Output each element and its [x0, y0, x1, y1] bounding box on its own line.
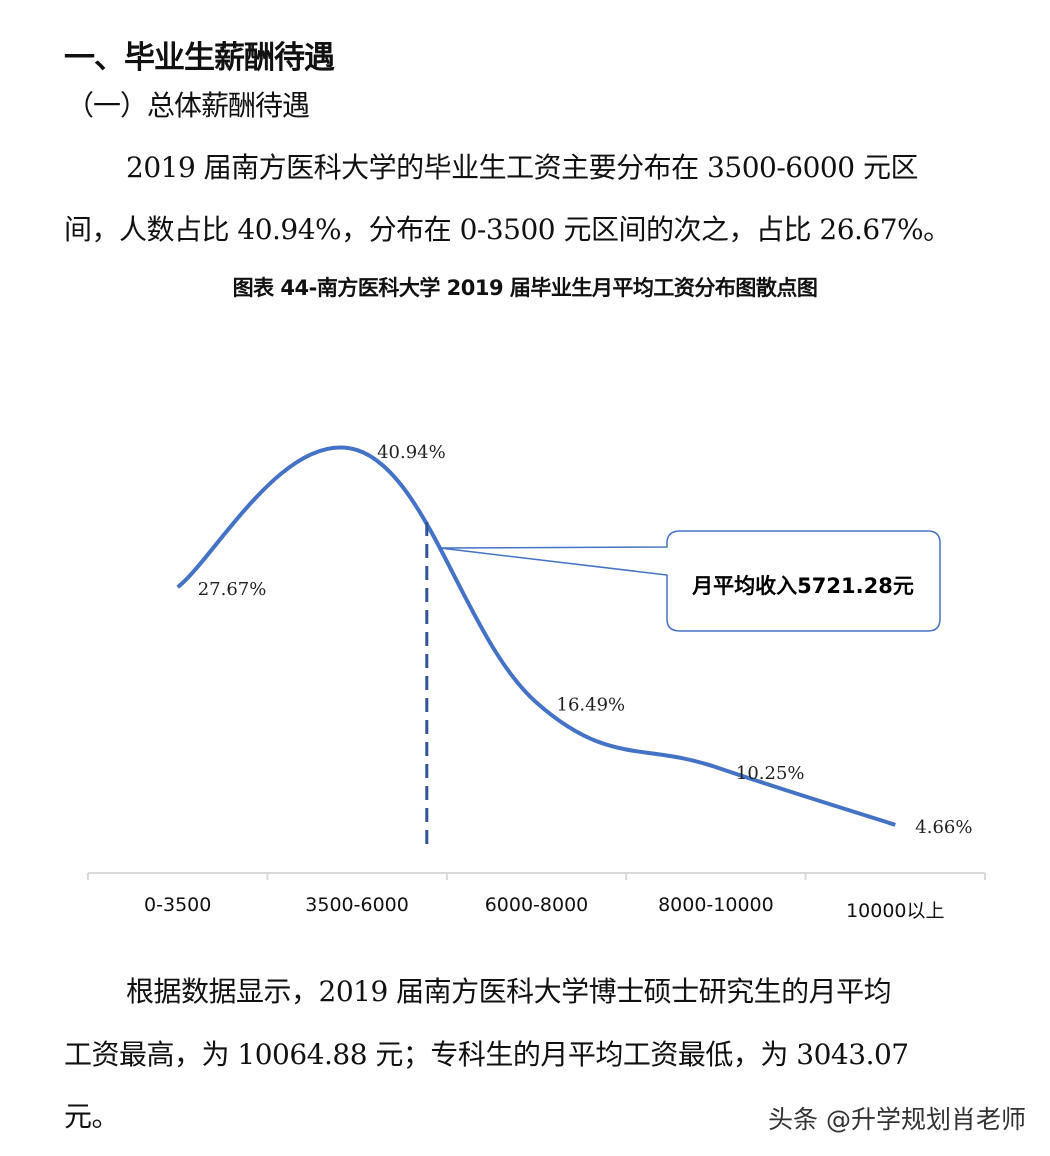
mean-callout-box [439, 530, 941, 632]
data-label: 16.49% [557, 695, 626, 716]
paragraph-1-line-2: 间，人数占比 40.94%，分布在 0-3500 元区间的次之，占比 26.67… [64, 213, 951, 246]
x-axis: 0-3500 3500-6000 6000-8000 8000-10000 10000以… [87, 872, 986, 922]
x-tick-label: 0-3500 [144, 894, 211, 916]
watermark: 头条 @升学规划肖老师 [768, 1105, 1026, 1134]
paragraph-2-line-3: 元。 [64, 1100, 120, 1133]
data-label: 27.67% [198, 579, 267, 600]
paragraph-2-line-2: 工资最高，为 10064.88 元；专科生的月平均工资最低，为 3043.07 [64, 1038, 909, 1071]
x-tick-label: 10000以上 [846, 900, 944, 922]
data-label: 4.66% [915, 817, 972, 838]
data-label: 10.25% [736, 763, 805, 784]
subsection-heading: （一）总体薪酬待遇 [66, 89, 310, 122]
chart-caption: 图表 44-南方医科大学 2019 届毕业生月平均工资分布图散点图 [232, 276, 818, 300]
paragraph-2-line-1: 根据数据显示，2019 届南方医科大学博士硕士研究生的月平均 [126, 975, 892, 1008]
paragraph-1-line-1: 2019 届南方医科大学的毕业生工资主要分布在 3500-6000 元区 [126, 151, 918, 184]
x-tick-label: 3500-6000 [305, 894, 409, 916]
x-tick-label: 8000-10000 [658, 894, 774, 916]
series-line [176, 445, 896, 827]
x-tick-label: 6000-8000 [485, 894, 589, 916]
section-heading: 一、毕业生薪酬待遇 [64, 40, 335, 76]
data-label: 40.94% [377, 442, 446, 463]
mean-callout-text: 月平均收入5721.28元 [691, 574, 914, 598]
